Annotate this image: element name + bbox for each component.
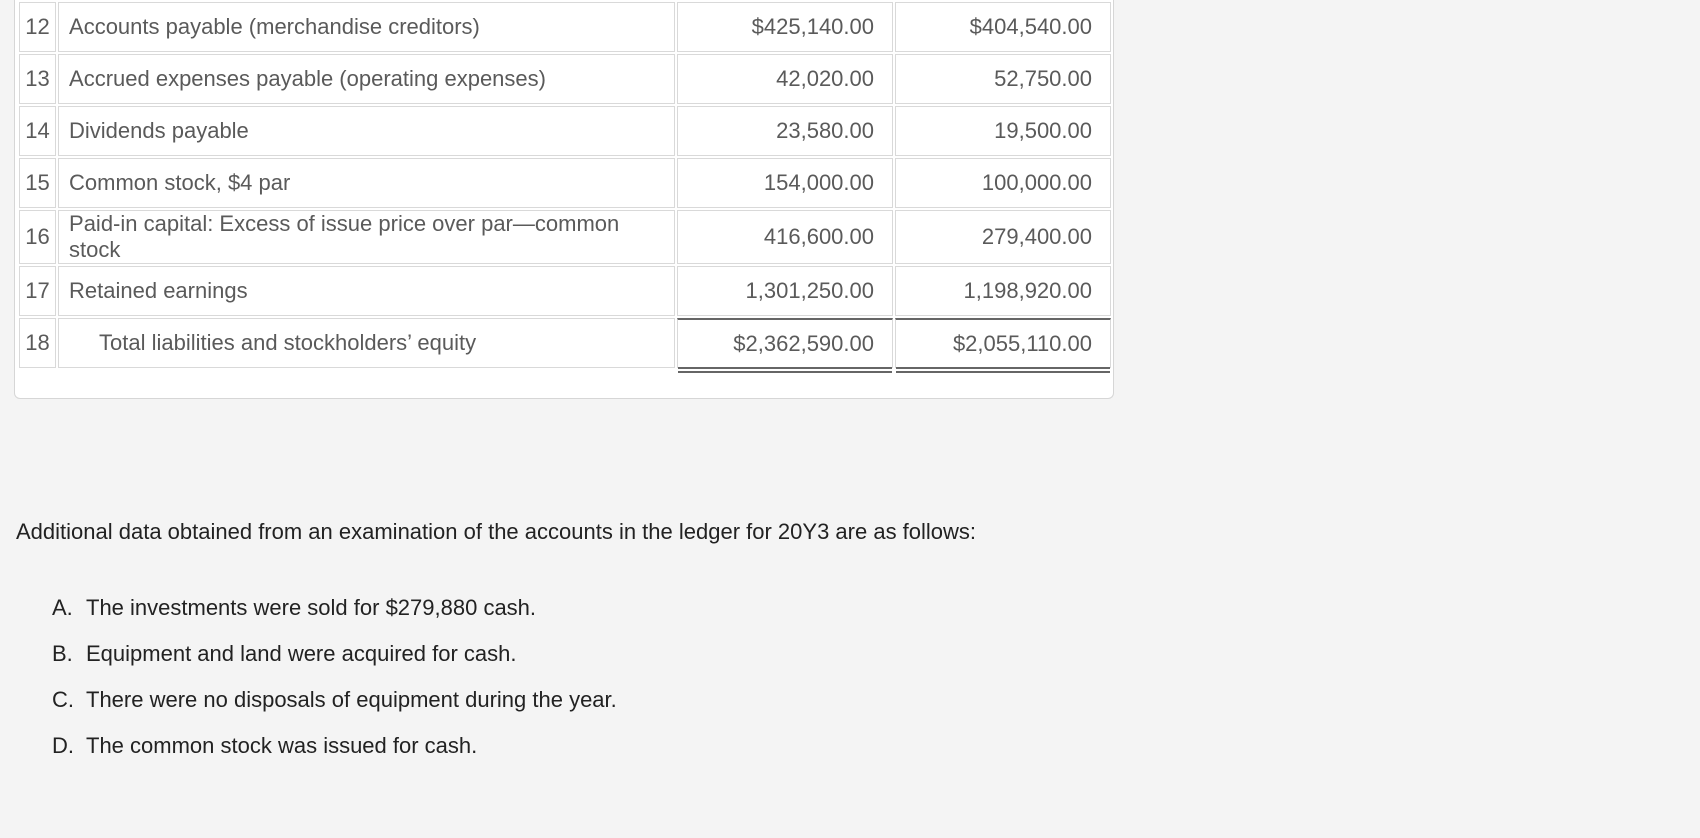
notes-list: A. The investments were sold for $279,880…: [52, 595, 1700, 759]
list-marker: B.: [52, 641, 73, 667]
list-text: The common stock was issued for cash.: [86, 733, 477, 758]
table-row: 14Dividends payable23,580.0019,500.00: [19, 106, 1111, 156]
row-label: Common stock, $4 par: [58, 158, 675, 208]
row-label: Accounts payable (merchandise creditors): [58, 2, 675, 52]
list-text: Equipment and land were acquired for cas…: [86, 641, 516, 666]
list-item: C. There were no disposals of equipment d…: [52, 687, 1700, 713]
list-item: B. Equipment and land were acquired for c…: [52, 641, 1700, 667]
list-item: D. The common stock was issued for cash.: [52, 733, 1700, 759]
list-item: A. The investments were sold for $279,880…: [52, 595, 1700, 621]
list-text: There were no disposals of equipment dur…: [86, 687, 617, 712]
amount-col-1: $2,362,590.00: [677, 318, 893, 368]
row-number: 14: [19, 106, 56, 156]
row-label: Accrued expenses payable (operating expe…: [58, 54, 675, 104]
row-number: 18: [19, 318, 56, 368]
amount-col-2: 52,750.00: [895, 54, 1111, 104]
row-number: 15: [19, 158, 56, 208]
additional-data-section: Additional data obtained from an examina…: [16, 519, 1700, 759]
notes-lead: Additional data obtained from an examina…: [16, 519, 1700, 545]
amount-col-1: 42,020.00: [677, 54, 893, 104]
list-marker: C.: [52, 687, 74, 713]
ledger-sheet: 12Accounts payable (merchandise creditor…: [14, 0, 1114, 399]
row-number: 12: [19, 2, 56, 52]
amount-col-2: 100,000.00: [895, 158, 1111, 208]
amount-col-2: $2,055,110.00: [895, 318, 1111, 368]
amount-col-1: 154,000.00: [677, 158, 893, 208]
amount-col-1: $425,140.00: [677, 2, 893, 52]
table-row: 15Common stock, $4 par154,000.00100,000.…: [19, 158, 1111, 208]
list-text: The investments were sold for $279,880 c…: [86, 595, 536, 620]
amount-col-1: 1,301,250.00: [677, 266, 893, 316]
row-label: Paid-in capital: Excess of issue price o…: [58, 210, 675, 264]
amount-col-2: $404,540.00: [895, 2, 1111, 52]
table-row: 18Total liabilities and stockholders’ eq…: [19, 318, 1111, 368]
row-label: Retained earnings: [58, 266, 675, 316]
row-label: Total liabilities and stockholders’ equi…: [58, 318, 675, 368]
list-marker: A.: [52, 595, 73, 621]
ledger-table: 12Accounts payable (merchandise creditor…: [17, 0, 1113, 370]
table-row: 16Paid-in capital: Excess of issue price…: [19, 210, 1111, 264]
amount-col-2: 19,500.00: [895, 106, 1111, 156]
amount-col-1: 23,580.00: [677, 106, 893, 156]
table-row: 12Accounts payable (merchandise creditor…: [19, 2, 1111, 52]
table-row: 17Retained earnings1,301,250.001,198,920…: [19, 266, 1111, 316]
amount-col-2: 279,400.00: [895, 210, 1111, 264]
amount-col-2: 1,198,920.00: [895, 266, 1111, 316]
list-marker: D.: [52, 733, 74, 759]
row-label: Dividends payable: [58, 106, 675, 156]
table-row: 13Accrued expenses payable (operating ex…: [19, 54, 1111, 104]
row-number: 17: [19, 266, 56, 316]
amount-col-1: 416,600.00: [677, 210, 893, 264]
row-number: 16: [19, 210, 56, 264]
row-number: 13: [19, 54, 56, 104]
